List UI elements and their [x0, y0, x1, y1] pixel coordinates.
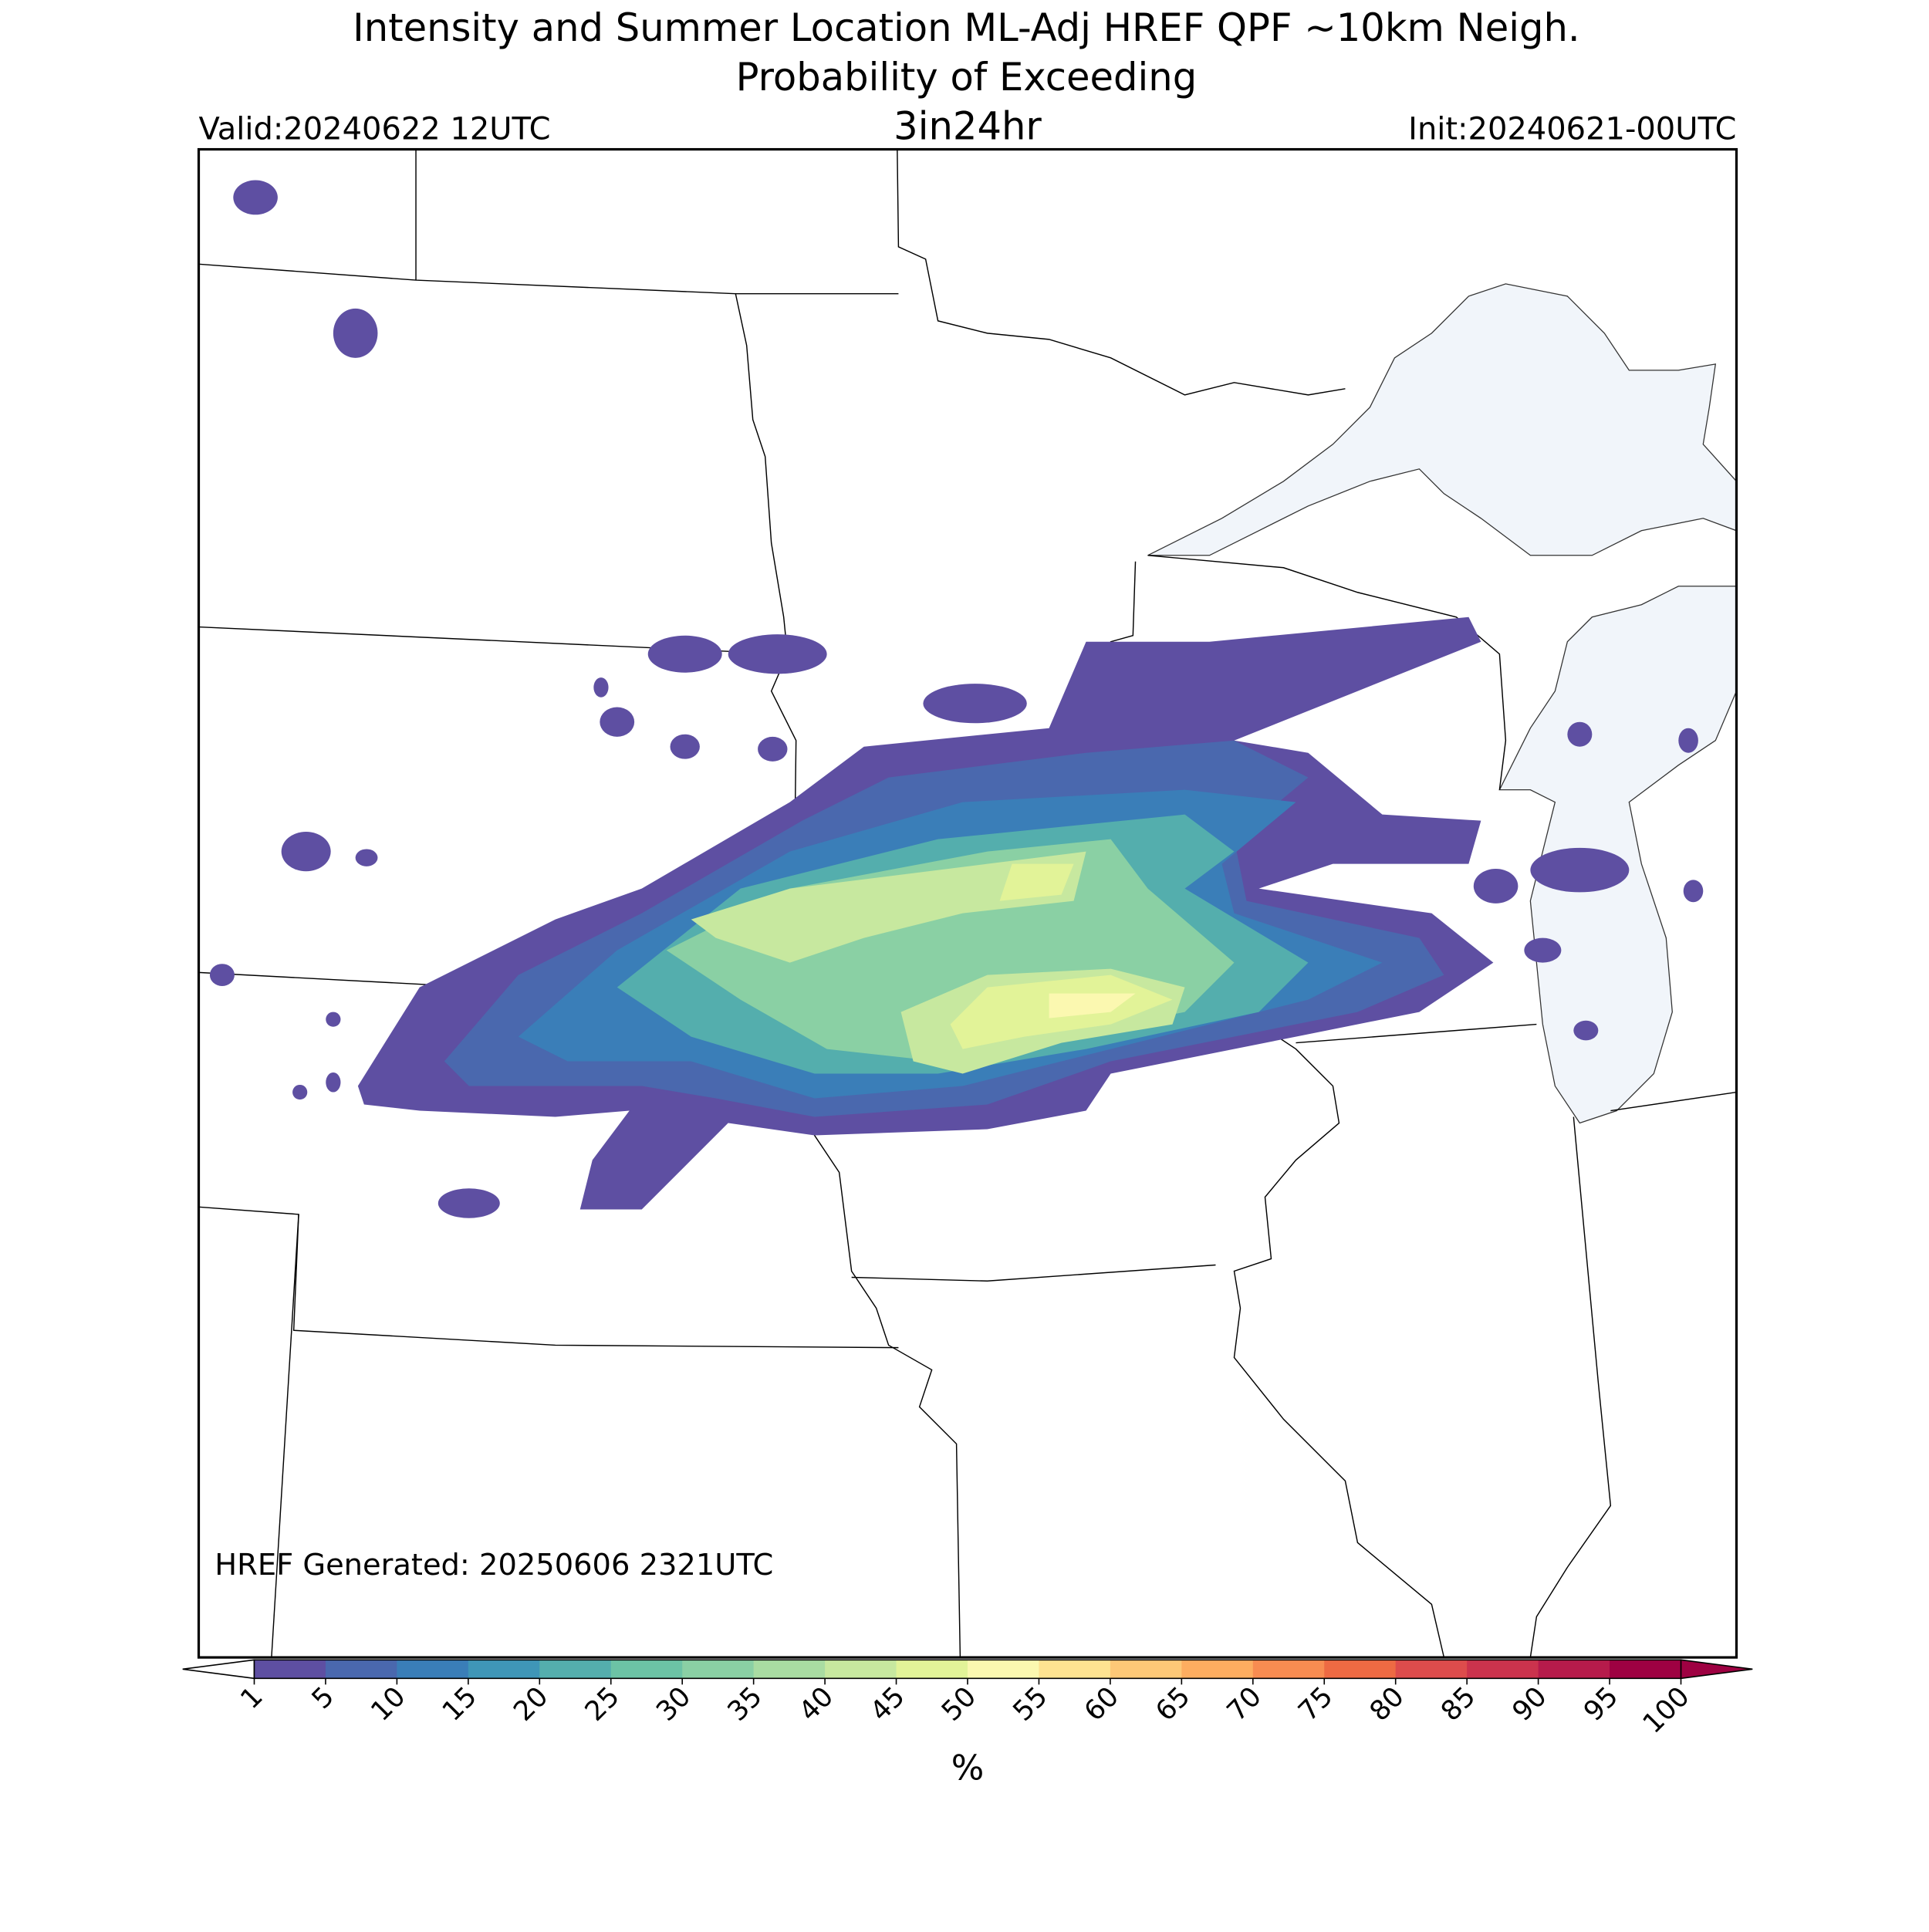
subtitle: Probability of Exceeding: [736, 55, 1198, 100]
state-border: [1296, 1023, 1537, 1044]
colorbar-swatch: [753, 1660, 826, 1679]
probability-area: [1524, 937, 1562, 963]
colorbar-swatch: [468, 1660, 541, 1679]
probability-area: [600, 707, 635, 737]
colorbar-tick-label: 50: [936, 1680, 983, 1728]
probability-area: [281, 832, 331, 872]
state-border: [1610, 1091, 1737, 1112]
colorbar-swatch: [682, 1660, 755, 1679]
probability-area: [999, 863, 1074, 901]
probability-area: [728, 634, 827, 674]
colorbar-swatch: [325, 1660, 398, 1679]
colorbar: 1 5 10 15 20 25 30 35 40 45 50 55 60 65 70 75 80 85 90 95 10…: [182, 1659, 1753, 1740]
probability-field: [209, 180, 1704, 1218]
colorbar-swatch: [1252, 1660, 1326, 1679]
threshold: 3in24hr: [894, 104, 1042, 149]
colorbar-swatch: [539, 1660, 612, 1679]
colorbar-tick-label: 60: [1078, 1680, 1125, 1728]
colorbar-tick-label: 95: [1578, 1680, 1625, 1728]
init-time: Init:20240621-00UTC: [1408, 112, 1736, 147]
colorbar-tick-label: 85: [1435, 1680, 1482, 1728]
lake-michigan: [1498, 586, 1738, 1124]
map-frame: [197, 147, 1738, 1659]
colorbar-tick-label: 15: [436, 1680, 483, 1728]
generated-note: HREF Generated: 20250606 2321UTC: [215, 1548, 773, 1582]
colorbar-tick-label: 5: [306, 1680, 340, 1715]
probability-area: [209, 964, 235, 986]
probability-area: [326, 1072, 341, 1093]
probability-area: [691, 851, 1086, 963]
colorbar-tick-label: 40: [793, 1680, 840, 1728]
state-border: [198, 263, 899, 295]
colorbar-under-extension: [182, 1659, 255, 1680]
colorbar-swatch: [1395, 1660, 1468, 1679]
probability-area: [326, 1012, 341, 1027]
colorbar-tick-label: 90: [1506, 1680, 1553, 1728]
state-border: [1529, 1116, 1612, 1658]
colorbar-tick-label: 100: [1637, 1680, 1695, 1739]
state-border: [271, 1214, 299, 1658]
state-border: [851, 1264, 1216, 1282]
probability-area: [333, 308, 378, 358]
colorbar-swatch: [610, 1660, 683, 1679]
colorbar-tick-label: 20: [508, 1680, 555, 1728]
probability-area: [233, 180, 278, 215]
probability-area: [355, 849, 378, 866]
probability-area: [593, 677, 609, 697]
colorbar-swatch: [1324, 1660, 1397, 1679]
valid-time: Valid:20240622 12UTC: [199, 112, 551, 147]
colorbar-tick-label: 30: [650, 1680, 698, 1728]
colorbar-swatch: [1110, 1660, 1183, 1679]
colorbar-swatch: [1181, 1660, 1254, 1679]
probability-area: [923, 684, 1027, 724]
state-border: [198, 1206, 899, 1349]
colorbar-swatch: [1610, 1660, 1682, 1679]
colorbar-tick-label: 35: [721, 1680, 769, 1728]
colorbar-tick-label: 10: [365, 1680, 412, 1728]
colorbar-swatch: [1538, 1660, 1610, 1679]
colorbar-tick-label: 55: [1007, 1680, 1054, 1728]
colorbar-swatch: [967, 1660, 1040, 1679]
colorbar-tick-label: 65: [1150, 1680, 1197, 1728]
colorbar-tick-label: 80: [1363, 1680, 1410, 1728]
probability-area: [670, 734, 700, 759]
probability-area: [1473, 869, 1519, 904]
state-border: [897, 149, 1346, 396]
colorbar-tick-label: 75: [1292, 1680, 1339, 1728]
probability-area: [1567, 721, 1593, 747]
colorbar-swatch: [825, 1660, 897, 1679]
probability-area: [1683, 880, 1704, 903]
colorbar-over-extension: [1680, 1659, 1753, 1680]
colorbar-label: %: [951, 1747, 985, 1788]
colorbar-tick-label: 1: [235, 1680, 269, 1715]
colorbar-tick-label: 25: [579, 1680, 626, 1728]
probability-area: [292, 1084, 308, 1100]
probability-area: [647, 635, 722, 673]
colorbar-swatch: [254, 1660, 326, 1679]
probability-area: [1049, 993, 1136, 1018]
colorbar-swatch: [896, 1660, 968, 1679]
probability-area: [437, 1188, 500, 1218]
probability-area: [758, 736, 788, 762]
probability-area: [1678, 728, 1698, 753]
colorbar-swatch: [1467, 1660, 1539, 1679]
map: [197, 147, 1738, 1659]
lake-superior: [1147, 283, 1738, 556]
colorbar-tick-label: 45: [864, 1680, 911, 1728]
colorbar-swatch: [1039, 1660, 1111, 1679]
colorbar-swatch: [397, 1660, 469, 1679]
probability-area: [1573, 1020, 1599, 1041]
colorbar-tick-label: 70: [1221, 1680, 1268, 1728]
title: Intensity and Summer Location ML-Adj HRE…: [353, 5, 1579, 50]
state-border: [1147, 555, 1507, 790]
probability-area: [1530, 847, 1630, 893]
